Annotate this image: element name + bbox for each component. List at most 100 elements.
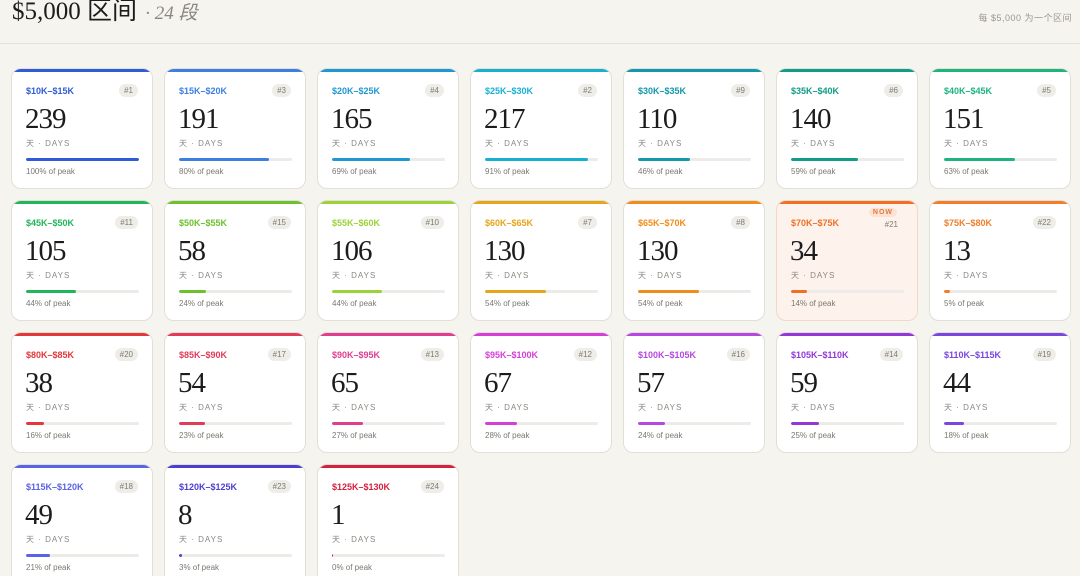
bucket-range: $40K–$45K [944, 86, 993, 96]
peak-percent: 44% of peak [26, 299, 71, 308]
days-unit-label: 天 · DAYS [332, 271, 377, 280]
card-accent-line [165, 465, 305, 468]
bucket-card-6[interactable]: $35K–$40K #6 140 天 · DAYS 59% of peak [776, 68, 918, 189]
peak-bar [332, 290, 445, 293]
day-count: 65 [331, 367, 359, 399]
bucket-range: $75K–$80K [944, 218, 993, 228]
card-accent-line [471, 201, 611, 204]
days-unit-label: 天 · DAYS [26, 139, 71, 148]
day-count: 217 [484, 103, 525, 135]
peak-bar-fill [791, 290, 807, 293]
bucket-range: $55K–$60K [332, 218, 381, 228]
page-title: $5,000 区间 · 24 段 [12, 0, 198, 30]
peak-bar-fill [638, 290, 699, 293]
peak-bar [791, 158, 904, 161]
day-count: 130 [484, 235, 525, 267]
bucket-range: $105K–$110K [791, 350, 849, 360]
bucket-card-22[interactable]: $115K–$120K #18 49 天 · DAYS 21% of peak [11, 464, 153, 576]
peak-percent: 0% of peak [332, 563, 373, 572]
peak-bar-fill [944, 158, 1015, 161]
rank-badge: #3 [272, 84, 291, 97]
card-accent-line [165, 69, 305, 72]
peak-percent: 16% of peak [26, 431, 71, 440]
bucket-card-13[interactable]: $70K–$75K #21 34 天 · DAYS 14% of peak NO… [776, 200, 918, 321]
bucket-range: $115K–$120K [26, 482, 84, 492]
days-unit-label: 天 · DAYS [944, 271, 989, 280]
bucket-card-1[interactable]: $10K–$15K #1 239 天 · DAYS 100% of peak [11, 68, 153, 189]
peak-percent: 69% of peak [332, 167, 377, 176]
rank-badge: #14 [879, 348, 903, 361]
peak-bar [26, 158, 139, 161]
peak-percent: 24% of peak [179, 299, 224, 308]
bucket-range: $70K–$75K [791, 218, 840, 228]
days-unit-label: 天 · DAYS [26, 403, 71, 412]
peak-bar [179, 290, 292, 293]
day-count: 130 [637, 235, 678, 267]
peak-bar [485, 422, 598, 425]
days-unit-label: 天 · DAYS [179, 271, 224, 280]
peak-bar-fill [332, 554, 333, 557]
bucket-card-12[interactable]: $65K–$70K #8 130 天 · DAYS 54% of peak [623, 200, 765, 321]
day-count: 1 [331, 499, 345, 531]
bucket-card-5[interactable]: $30K–$35K #9 110 天 · DAYS 46% of peak [623, 68, 765, 189]
bucket-card-14[interactable]: $75K–$80K #22 13 天 · DAYS 5% of peak [929, 200, 1071, 321]
peak-bar-fill [332, 158, 410, 161]
peak-bar-fill [179, 290, 206, 293]
bucket-card-24[interactable]: $125K–$130K #24 1 天 · DAYS 0% of peak [317, 464, 459, 576]
days-unit-label: 天 · DAYS [638, 271, 683, 280]
bucket-card-7[interactable]: $40K–$45K #5 151 天 · DAYS 63% of peak [929, 68, 1071, 189]
card-accent-line [318, 465, 458, 468]
bucket-card-23[interactable]: $120K–$125K #23 8 天 · DAYS 3% of peak [164, 464, 306, 576]
bucket-card-4[interactable]: $25K–$30K #2 217 天 · DAYS 91% of peak [470, 68, 612, 189]
peak-percent: 91% of peak [485, 167, 530, 176]
day-count: 151 [943, 103, 984, 135]
peak-bar [485, 290, 598, 293]
bucket-card-21[interactable]: $110K–$115K #19 44 天 · DAYS 18% of peak [929, 332, 1071, 453]
peak-bar [26, 554, 139, 557]
days-unit-label: 天 · DAYS [638, 403, 683, 412]
peak-percent: 59% of peak [791, 167, 836, 176]
card-accent-line [12, 69, 152, 72]
bucket-card-18[interactable]: $95K–$100K #12 67 天 · DAYS 28% of peak [470, 332, 612, 453]
day-count: 191 [178, 103, 219, 135]
peak-bar [332, 554, 445, 557]
bucket-range: $125K–$130K [332, 482, 391, 492]
peak-bar [179, 158, 292, 161]
rank-badge: #19 [1032, 348, 1056, 361]
rank-badge: #20 [114, 348, 138, 361]
card-accent-line [930, 201, 1070, 204]
peak-bar-fill [332, 290, 382, 293]
bucket-card-10[interactable]: $55K–$60K #10 106 天 · DAYS 44% of peak [317, 200, 459, 321]
card-accent-line [318, 69, 458, 72]
day-count: 57 [637, 367, 665, 399]
day-count: 34 [790, 235, 818, 267]
bucket-card-2[interactable]: $15K–$20K #3 191 天 · DAYS 80% of peak [164, 68, 306, 189]
bucket-card-15[interactable]: $80K–$85K #20 38 天 · DAYS 16% of peak [11, 332, 153, 453]
rank-badge: #8 [731, 216, 750, 229]
peak-bar [179, 554, 292, 557]
days-unit-label: 天 · DAYS [485, 271, 530, 280]
bucket-card-11[interactable]: $60K–$65K #7 130 天 · DAYS 54% of peak [470, 200, 612, 321]
day-count: 165 [331, 103, 372, 135]
day-count: 54 [178, 367, 206, 399]
bucket-range: $85K–$90K [179, 350, 228, 360]
bucket-card-8[interactable]: $45K–$50K #11 105 天 · DAYS 44% of peak [11, 200, 153, 321]
peak-bar-fill [179, 554, 182, 557]
card-accent-line [777, 201, 917, 204]
peak-percent: 14% of peak [791, 299, 836, 308]
bucket-card-19[interactable]: $100K–$105K #16 57 天 · DAYS 24% of peak [623, 332, 765, 453]
bucket-card-9[interactable]: $50K–$55K #15 58 天 · DAYS 24% of peak [164, 200, 306, 321]
bucket-card-17[interactable]: $90K–$95K #13 65 天 · DAYS 27% of peak [317, 332, 459, 453]
card-accent-line [471, 69, 611, 72]
bucket-card-20[interactable]: $105K–$110K #14 59 天 · DAYS 25% of peak [776, 332, 918, 453]
days-unit-label: 天 · DAYS [485, 139, 530, 148]
bucket-range: $80K–$85K [26, 350, 75, 360]
peak-bar-fill [26, 158, 139, 161]
peak-bar [638, 290, 751, 293]
rank-badge: #15 [267, 216, 291, 229]
bucket-card-3[interactable]: $20K–$25K #4 165 天 · DAYS 69% of peak [317, 68, 459, 189]
days-unit-label: 天 · DAYS [944, 403, 989, 412]
peak-percent: 28% of peak [485, 431, 530, 440]
card-accent-line [624, 201, 764, 204]
bucket-card-16[interactable]: $85K–$90K #17 54 天 · DAYS 23% of peak [164, 332, 306, 453]
